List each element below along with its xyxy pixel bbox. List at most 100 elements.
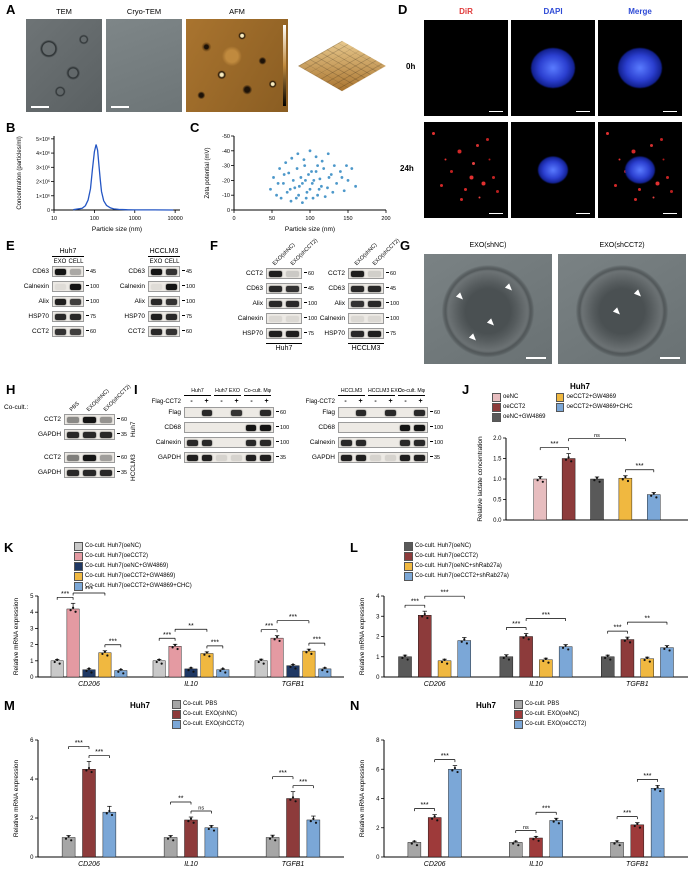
wb-lane <box>68 283 83 290</box>
data-point <box>262 662 265 665</box>
data-point <box>314 821 318 824</box>
western-blot-cocult-hcclm3: CCT2 60 GAPDH 35 <box>38 452 127 482</box>
wb-band <box>245 439 257 446</box>
legend-swatch <box>172 720 181 729</box>
data-point <box>621 478 624 481</box>
protein-label: HSP70 <box>124 313 145 320</box>
scatter-point <box>318 177 322 181</box>
wb-row: HSP70 75 <box>236 328 317 339</box>
sample-header: Huh7 <box>184 388 211 396</box>
legend-item: Co-cult. Huh7(oeCCT2+GW4869+CHC) <box>74 582 192 591</box>
data-point <box>653 788 657 791</box>
data-point <box>192 821 195 824</box>
data-point <box>659 789 662 793</box>
legend-label: oeCCT2 <box>503 404 526 411</box>
wb-lane <box>267 315 284 322</box>
wb-lane <box>267 330 284 337</box>
data-point <box>595 476 599 479</box>
legend-swatch <box>74 552 83 561</box>
wb-row: CCT2 60 <box>38 452 127 463</box>
legend-item: Co-cult. Huh7(oeNC) <box>74 542 192 551</box>
mw-label: 100 <box>274 425 289 431</box>
wb-band <box>201 439 213 446</box>
wb-band <box>150 328 163 335</box>
wb-band <box>150 298 163 305</box>
legend-label: Co-cult. EXO(shNC) <box>183 711 238 718</box>
data-point <box>307 648 311 651</box>
bar <box>427 817 442 858</box>
svg-text:Particle size (nm): Particle size (nm) <box>285 226 335 233</box>
mrna-expression-chart-m: 0 2 4 6 Relative mRNA expression CD206 IL10 TGF… <box>12 730 346 870</box>
scatter-point <box>354 184 357 188</box>
scatter-point <box>339 170 342 173</box>
wb-lane <box>354 425 369 431</box>
lane-label: EXO(shCCT2) <box>371 237 401 267</box>
scatter-point <box>301 201 304 204</box>
bar <box>647 494 661 521</box>
scatter-point <box>310 170 313 173</box>
nucleus-blob <box>625 156 655 184</box>
protein-label: Alix <box>38 298 49 305</box>
wb-lane <box>366 285 383 292</box>
svg-text:2×10⁶: 2×10⁶ <box>36 180 50 186</box>
data-point <box>58 662 61 665</box>
data-point <box>623 639 626 642</box>
wb-band <box>69 283 82 290</box>
wb-lane <box>349 300 366 307</box>
tile-dapi-24h <box>511 122 595 218</box>
protein-label: Flag <box>168 409 181 416</box>
scatter-point <box>314 155 318 159</box>
mw-label: 35 <box>274 455 286 461</box>
wb-row: Calnexin 100 <box>150 437 289 448</box>
wb-row: Alix 100 <box>20 296 99 307</box>
category-label: TGFB1 <box>626 681 649 688</box>
wb-lane <box>149 298 164 305</box>
wb-strip <box>64 429 115 440</box>
bar <box>561 458 576 521</box>
wb-lane <box>366 300 383 307</box>
wb-strip <box>148 326 180 337</box>
flag-sign: - <box>404 398 407 405</box>
legend-label: oeCCT2+GW4869+CHC <box>566 404 633 411</box>
protein-label: CCT2 <box>32 328 49 335</box>
legend-label: Co-cult. EXO(shCCT2) <box>183 721 245 728</box>
western-blot-huh7-exo-cell: Huh7 EXO CELL CD63 45 Calnexin 100 Alix 100 HSP70… <box>20 248 99 341</box>
significance-label: *** <box>265 623 273 630</box>
protein-label: Calnexin <box>237 315 263 322</box>
significance-label: ** <box>188 623 194 630</box>
bar <box>610 842 624 858</box>
scale-bar <box>576 110 590 112</box>
panel-label-a: A <box>6 2 16 17</box>
wb-band <box>286 330 299 337</box>
wb-lane <box>258 454 273 461</box>
wb-lane <box>354 409 369 416</box>
wb-lane <box>214 440 229 446</box>
nucleus-blob <box>531 48 575 88</box>
wb-strip <box>52 281 84 292</box>
wb-strip <box>348 268 384 279</box>
cell-line-label-huh7: Huh7 <box>130 421 137 437</box>
wb-lane <box>383 440 398 446</box>
data-point <box>105 812 108 815</box>
scatter-point <box>320 159 324 163</box>
chart-title-huh7-m: Huh7 <box>130 701 150 710</box>
legend-item: oeCCT2+GW4869+CHC <box>555 403 633 412</box>
wb-lane <box>164 313 179 320</box>
legend-swatch <box>74 542 83 551</box>
svg-text:2: 2 <box>376 826 380 832</box>
scatter-point <box>326 186 329 190</box>
protein-label: Flag <box>322 409 335 416</box>
data-point <box>436 819 439 822</box>
legend-item: Co-cult. PBS <box>172 700 244 709</box>
legend-k: Co-cult. Huh7(oeNC) Co-cult. Huh7(oeCCT2)… <box>74 542 192 591</box>
data-point <box>443 658 446 661</box>
data-point <box>212 829 216 832</box>
legend-swatch <box>555 403 565 412</box>
scatter-point <box>308 187 312 191</box>
wb-band <box>269 330 282 337</box>
flag-sign: - <box>374 398 377 405</box>
scatter-point <box>342 189 346 193</box>
legend-label: Co-cult. Huh7(oeCCT2) <box>85 553 149 560</box>
wb-band <box>83 431 96 438</box>
data-point <box>207 827 210 831</box>
